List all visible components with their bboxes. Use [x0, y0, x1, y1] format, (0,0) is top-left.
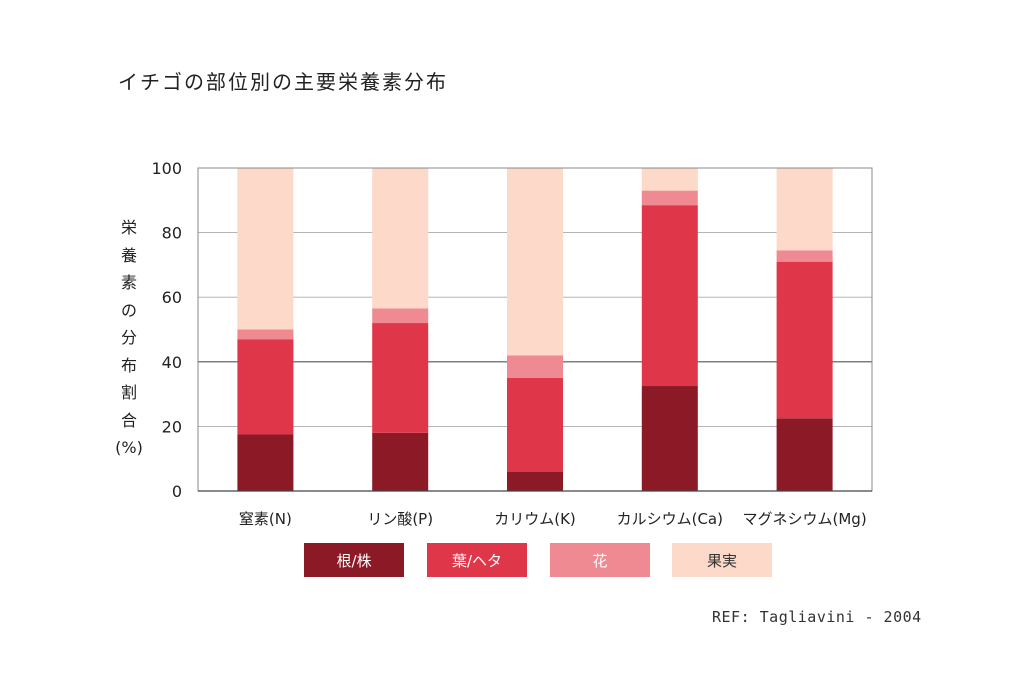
y-tick-label: 60	[162, 288, 182, 307]
bar-segment	[776, 250, 833, 262]
legend-item-root: 根/株	[304, 543, 404, 577]
legend-item-leaf: 葉/ヘタ	[427, 543, 527, 577]
y-tick-label: 80	[162, 224, 182, 243]
bar-segment	[507, 168, 563, 356]
chart-title: イチゴの部位別の主要栄養素分布	[118, 70, 448, 94]
bars	[237, 168, 833, 491]
legend: 根/株 葉/ヘタ 花 果実	[0, 543, 1024, 579]
bar-segment	[641, 168, 698, 191]
bar-segment	[237, 168, 294, 330]
x-tick-label: 窒素(N)	[239, 510, 292, 528]
y-tick-label: 100	[151, 159, 182, 178]
x-tick-label: マグネシウム(Mg)	[743, 510, 867, 528]
y-axis-label-char: の	[120, 300, 137, 320]
stacked-bar-chart: 0 20 40 60 80 100 窒素(N) リン酸(P) カリウム(K) カルシウム(Ca) マ…	[151, 159, 873, 528]
bar-segment	[641, 190, 698, 206]
y-axis-label-char: 分	[120, 328, 137, 347]
x-tick-label: リン酸(P)	[367, 510, 433, 528]
bar-segment	[372, 168, 429, 309]
bar-segment	[507, 377, 563, 472]
bar-segment	[776, 418, 833, 491]
y-axis-label-char: 布	[120, 355, 137, 375]
bar-segment	[372, 432, 429, 491]
bar-segment	[237, 339, 294, 435]
legend-label: 花	[592, 551, 608, 570]
y-axis-label: 栄 養 素 の 分 布 割 合 (%)	[112, 214, 146, 462]
legend-label: 根/株	[336, 551, 372, 570]
y-tick-label: 0	[172, 482, 182, 501]
axes	[197, 167, 873, 492]
y-axis-label-char: 栄	[120, 218, 137, 237]
y-axis-label-char: 素	[120, 273, 137, 292]
y-axis-label-char: 養	[120, 245, 137, 265]
y-tick-label: 20	[162, 417, 182, 436]
bar-segment	[372, 308, 429, 324]
reference-note: REF: Tagliavini - 2004	[712, 608, 922, 626]
tick-labels: 0 20 40 60 80 100 窒素(N) リン酸(P) カリウム(K) カルシウム(Ca) マ…	[151, 159, 866, 528]
y-axis-label-char: 合	[120, 410, 137, 430]
bar-segment	[507, 471, 563, 491]
legend-item-flower: 花	[550, 543, 650, 577]
bar-segment	[507, 355, 563, 378]
bar-segment	[641, 205, 698, 387]
y-tick-label: 40	[162, 353, 182, 372]
legend-label: 葉/ヘタ	[451, 551, 503, 570]
bar-segment	[641, 386, 698, 491]
legend-item-fruit: 果実	[672, 543, 772, 577]
bar-segment	[237, 434, 294, 491]
bar-segment	[776, 168, 833, 251]
x-tick-label: カリウム(K)	[494, 510, 576, 528]
x-tick-label: カルシウム(Ca)	[617, 510, 723, 528]
bar-segment	[776, 261, 833, 419]
y-axis-label-char: 割	[120, 383, 137, 402]
bar-segment	[237, 329, 294, 340]
bar-segment	[372, 323, 429, 433]
legend-label: 果実	[706, 551, 737, 570]
y-axis-label-char: (%)	[115, 438, 143, 457]
